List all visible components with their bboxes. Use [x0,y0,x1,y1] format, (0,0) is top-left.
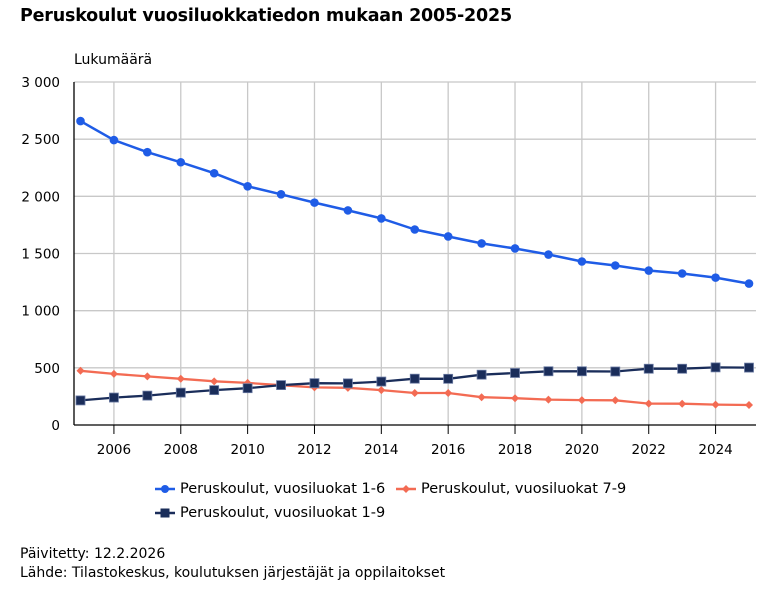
data-point [477,393,486,402]
data-point [643,363,654,374]
data-point [611,261,620,270]
legend-item-1-6[interactable]: Peruskoulut, vuosiluokat 1-6 [155,481,385,497]
data-point [377,214,386,223]
series-1-9 [75,362,754,406]
updated-date: Päivitetty: 12.2.2026 [20,546,166,562]
data-point [710,362,721,373]
legend-item-1-9[interactable]: Peruskoulut, vuosiluokat 1-9 [155,505,385,521]
data-point [242,383,253,394]
data-point [544,250,553,259]
x-tick-label: 2024 [698,442,732,458]
legend-item-7-9[interactable]: Peruskoulut, vuosiluokat 7-9 [396,481,626,497]
data-point [209,168,219,178]
data-point [376,376,387,387]
data-point [75,395,86,406]
data-point [143,147,152,157]
data-point [576,366,587,377]
data-point [677,269,687,278]
data-point [143,372,152,381]
source-note: Lähde: Tilastokeskus, koulutuksen järjes… [20,565,446,581]
data-point [409,373,420,384]
x-tick-label: 2022 [632,442,666,458]
data-point [210,377,219,386]
data-point [443,232,453,241]
x-tick-label: 2008 [164,442,198,458]
data-point [745,400,753,409]
data-point [476,369,487,380]
data-point [644,266,654,275]
x-tick-label: 2012 [297,442,331,458]
series-1-6 [76,116,754,288]
y-tick-label: 2 000 [21,189,60,205]
data-point [611,396,620,405]
data-point [744,362,754,373]
data-point [109,392,119,403]
data-point [677,363,688,374]
data-point [510,244,520,253]
y-tick-label: 1 000 [21,304,60,320]
legend-label: Peruskoulut, vuosiluokat 1-6 [180,481,386,497]
data-point [410,225,420,234]
x-tick-label: 2014 [364,442,398,458]
y-tick-label: 3 000 [21,75,60,91]
x-tick-label: 2018 [498,442,532,458]
axes [73,82,756,434]
data-point [577,257,587,266]
data-point [309,378,320,389]
legend-marker-circle-icon [155,485,175,493]
x-tick-label: 2016 [431,442,465,458]
series-group [75,116,754,409]
data-point [443,373,454,384]
y-axis-label: Lukumäärä [74,52,153,68]
data-point [444,388,453,397]
data-point [109,369,118,378]
data-point [744,279,754,288]
data-point [477,239,486,248]
legend-marker-diamond-icon [396,485,416,493]
y-tick-label: 500 [34,361,60,377]
data-point [544,395,553,404]
data-point [711,273,720,282]
data-point [76,116,85,126]
grid-lines [74,81,756,425]
data-point [543,366,554,377]
y-tick-labels: 0 500 1 000 1 500 2 000 2 500 3 000 [21,75,60,434]
data-point [243,181,252,191]
legend-label: Peruskoulut, vuosiluokat 7-9 [421,481,627,497]
y-tick-label: 2 500 [21,132,60,148]
data-point [175,387,186,398]
data-point [610,366,621,377]
chart-title: Peruskoulut vuosiluokkatiedon mukaan 200… [20,6,512,26]
data-point [510,368,520,378]
data-point [342,378,353,389]
x-tick-label: 2010 [230,442,264,458]
x-tick-label: 2006 [97,442,131,458]
data-point [109,135,119,145]
footer: Päivitetty: 12.2.2026 Lähde: Tilastokesk… [20,545,445,583]
data-point [176,374,185,383]
data-point [410,388,419,397]
data-point [343,206,353,215]
data-point [577,396,586,405]
data-point [276,189,286,199]
data-point [678,399,687,408]
legend-marker-square-icon [155,508,175,518]
data-point [511,394,520,403]
data-point [310,198,319,207]
data-point [142,390,153,401]
x-tick-label: 2020 [565,442,599,458]
data-point [377,386,386,395]
data-point [176,157,186,167]
x-tick-labels: 2006 2008 2010 2012 2014 2016 2018 2020 2022 2024 [97,442,733,458]
data-point [76,366,85,375]
data-point [209,385,220,396]
y-tick-label: 0 [51,418,60,434]
data-point [276,380,286,390]
data-point [644,399,653,408]
data-point [711,400,720,409]
legend-label: Peruskoulut, vuosiluokat 1-9 [180,505,386,521]
y-tick-label: 1 500 [21,247,60,263]
